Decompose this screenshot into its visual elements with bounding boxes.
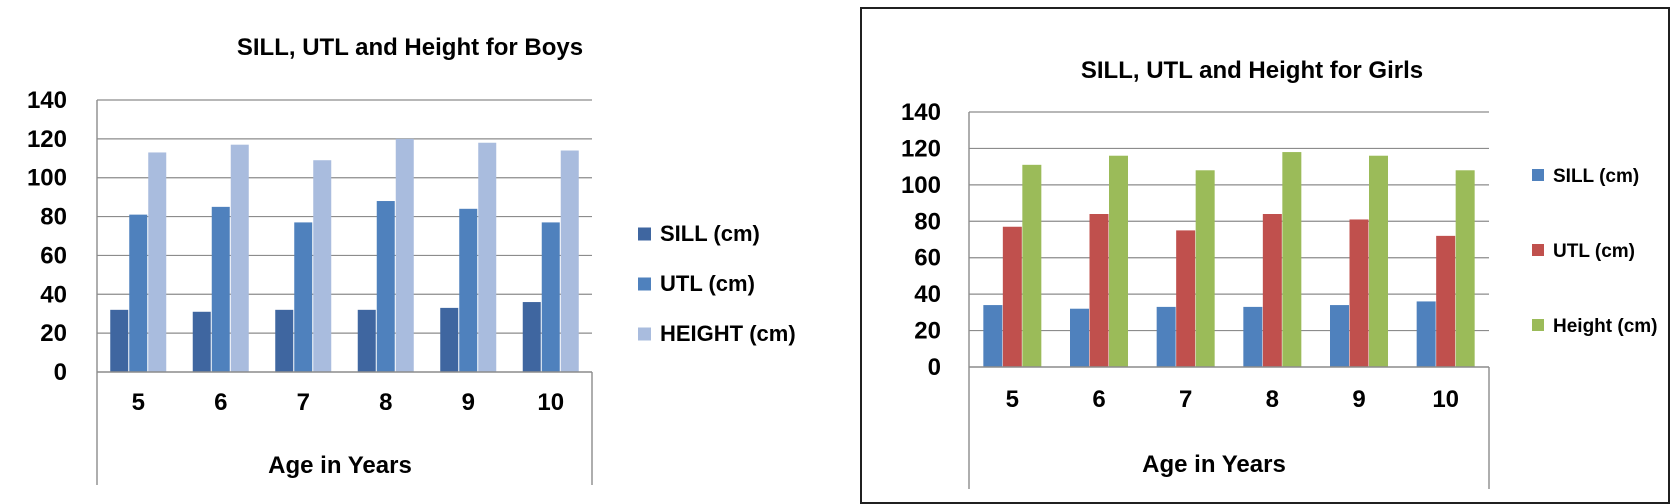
bar bbox=[395, 138, 414, 372]
boys-chart-svg: SILL, UTL and Height for Boys 0 20 40 60 80 1… bbox=[27, 34, 796, 485]
axes bbox=[96, 100, 593, 485]
legend-swatch bbox=[1532, 244, 1544, 256]
legend-label: UTL (cm) bbox=[1553, 241, 1635, 262]
y-tick-label: 20 bbox=[914, 318, 941, 345]
y-axis-ticks: 0 20 40 60 80 100 120 140 bbox=[901, 99, 941, 381]
bar bbox=[1109, 155, 1128, 367]
bar bbox=[1002, 226, 1022, 367]
x-tick-label: 6 bbox=[1092, 386, 1105, 413]
bar bbox=[983, 305, 1003, 367]
bar bbox=[478, 142, 497, 372]
bar bbox=[560, 150, 579, 372]
x-tick-label: 9 bbox=[462, 389, 475, 416]
x-axis-categories: 5 6 7 8 9 10 bbox=[132, 389, 565, 416]
y-tick-label: 120 bbox=[27, 126, 67, 153]
y-tick-label: 80 bbox=[914, 208, 941, 235]
girls-chart-svg: SILL, UTL and Height for Girls 020406080… bbox=[901, 57, 1658, 489]
bar bbox=[1455, 170, 1475, 367]
y-tick-label: 100 bbox=[27, 165, 67, 192]
x-tick-label: 9 bbox=[1352, 386, 1365, 413]
bar bbox=[1349, 219, 1369, 367]
bar bbox=[275, 309, 294, 372]
bar bbox=[1262, 214, 1282, 367]
bar bbox=[129, 214, 148, 372]
y-tick-label: 60 bbox=[40, 242, 67, 269]
legend-swatch bbox=[638, 227, 651, 241]
y-axis-ticks: 0 20 40 60 80 100 120 140 bbox=[27, 87, 67, 386]
bar bbox=[1330, 305, 1349, 367]
bar bbox=[376, 201, 395, 372]
boys-chart-panel: SILL, UTL and Height for Boys 0 20 40 60 80 1… bbox=[0, 0, 830, 504]
x-tick-label: 5 bbox=[1006, 386, 1019, 413]
bar bbox=[1243, 306, 1263, 367]
y-tick-label: 100 bbox=[901, 172, 941, 199]
legend: SILL (cm) UTL (cm) Height (cm) bbox=[1532, 166, 1658, 337]
x-tick-label: 7 bbox=[297, 389, 310, 416]
bar bbox=[1089, 214, 1109, 367]
legend: SILL (cm) UTL (cm) HEIGHT (cm) bbox=[638, 221, 796, 346]
bar bbox=[230, 144, 249, 372]
y-tick-label: 140 bbox=[27, 87, 67, 114]
x-tick-label: 10 bbox=[537, 389, 564, 416]
bar bbox=[440, 307, 459, 372]
bars bbox=[110, 138, 579, 372]
bar bbox=[541, 222, 560, 372]
x-tick-label: 10 bbox=[1432, 386, 1459, 413]
x-tick-label: 8 bbox=[379, 389, 392, 416]
y-tick-label: 20 bbox=[40, 320, 67, 347]
bar bbox=[211, 206, 230, 372]
bar bbox=[522, 302, 541, 372]
legend-label: HEIGHT (cm) bbox=[660, 321, 796, 346]
y-tick-label: 80 bbox=[40, 204, 67, 231]
legend-label: Height (cm) bbox=[1553, 316, 1658, 337]
bar bbox=[1070, 308, 1089, 367]
y-tick-label: 120 bbox=[901, 135, 941, 162]
bar bbox=[1369, 155, 1388, 367]
bar bbox=[110, 309, 129, 372]
axes bbox=[968, 112, 1490, 489]
bar bbox=[1195, 170, 1215, 367]
y-tick-label: 60 bbox=[914, 245, 941, 272]
x-tick-label: 8 bbox=[1266, 386, 1279, 413]
legend-swatch bbox=[638, 327, 651, 341]
legend-swatch bbox=[1532, 169, 1544, 181]
legend-label: UTL (cm) bbox=[660, 271, 755, 296]
bar bbox=[313, 160, 332, 372]
y-tick-label: 0 bbox=[54, 359, 67, 386]
bar bbox=[1156, 306, 1176, 367]
legend-swatch bbox=[1532, 319, 1544, 331]
y-tick-label: 140 bbox=[901, 99, 941, 126]
gridlines bbox=[969, 111, 1489, 332]
y-tick-label: 40 bbox=[40, 281, 67, 308]
bar bbox=[357, 309, 376, 372]
y-tick-label: 40 bbox=[914, 281, 941, 308]
x-axis-categories: 5 6 7 8 9 10 bbox=[1006, 386, 1459, 413]
x-tick-label: 6 bbox=[214, 389, 227, 416]
chart-title: SILL, UTL and Height for Girls bbox=[1081, 57, 1423, 84]
girls-chart-panel: SILL, UTL and Height for Girls 0 20 40 60 80… bbox=[860, 7, 1670, 504]
bar bbox=[1022, 164, 1042, 367]
bar bbox=[1176, 230, 1196, 367]
bar bbox=[1416, 301, 1436, 367]
bar bbox=[148, 152, 167, 372]
y-tick-label: 0 bbox=[928, 354, 941, 381]
x-tick-label: 5 bbox=[132, 389, 145, 416]
bar bbox=[294, 222, 313, 372]
bars bbox=[983, 152, 1475, 367]
bar bbox=[1282, 152, 1302, 367]
bar bbox=[192, 311, 211, 372]
bar bbox=[459, 208, 478, 372]
x-axis-label: Age in Years bbox=[1142, 451, 1286, 478]
legend-label: SILL (cm) bbox=[660, 221, 760, 246]
bar bbox=[1436, 235, 1456, 367]
x-tick-label: 7 bbox=[1179, 386, 1192, 413]
x-axis-label: Age in Years bbox=[268, 452, 412, 479]
gridlines bbox=[97, 99, 592, 334]
legend-label: SILL (cm) bbox=[1553, 166, 1639, 187]
legend-swatch bbox=[638, 277, 651, 291]
chart-title: SILL, UTL and Height for Boys bbox=[237, 34, 583, 61]
